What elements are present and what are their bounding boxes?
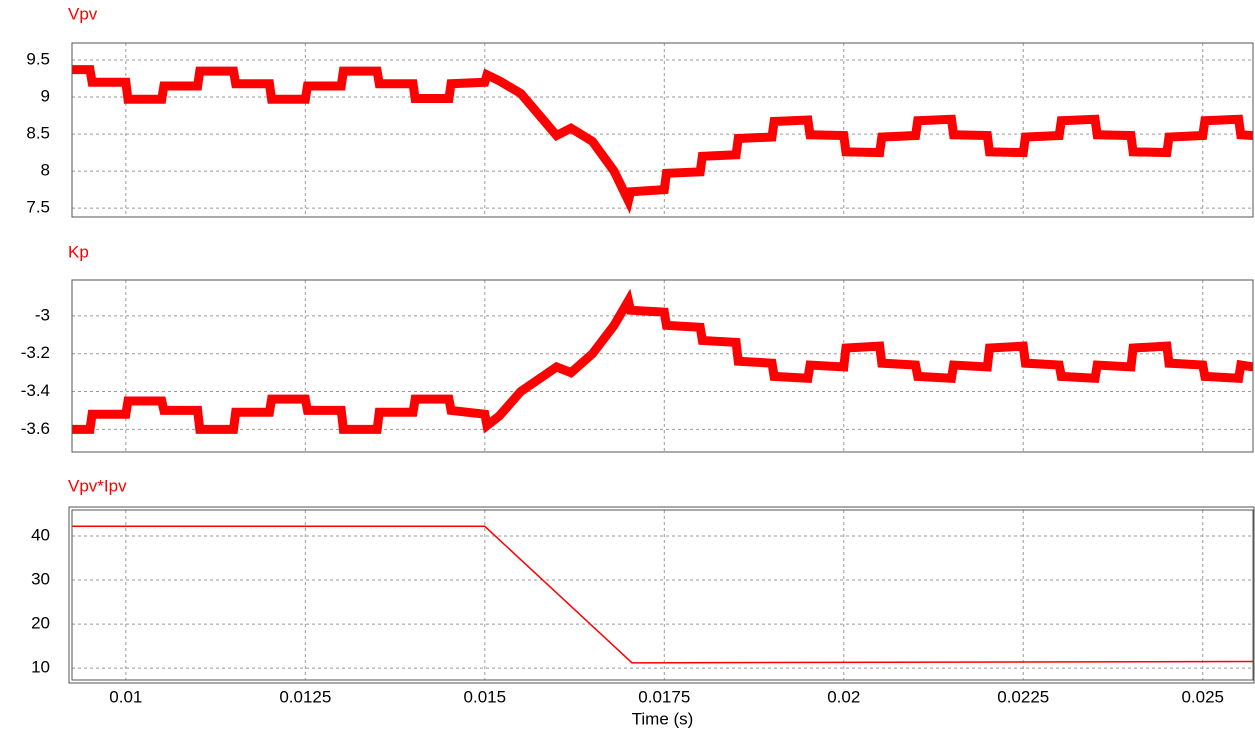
y-tick-label: 9 bbox=[41, 87, 50, 106]
chart-title: Vpv*Ipv bbox=[68, 476, 127, 495]
y-tick-label: 10 bbox=[31, 658, 50, 677]
plot-frame bbox=[71, 279, 1254, 453]
y-tick-label: -3.6 bbox=[21, 419, 50, 438]
y-tick-label: 9.5 bbox=[26, 50, 50, 69]
x-tick-label: 0.0125 bbox=[279, 687, 331, 706]
x-tick-label: 0.0225 bbox=[997, 687, 1049, 706]
x-tick-label: 0.02 bbox=[827, 687, 860, 706]
y-tick-label: -3 bbox=[35, 305, 50, 324]
line bbox=[72, 65, 1253, 214]
line bbox=[72, 525, 1253, 664]
y-tick-label: 8 bbox=[41, 161, 50, 180]
y-tick-label: 7.5 bbox=[26, 198, 50, 217]
chart-title: Kp bbox=[68, 242, 89, 261]
x-tick-label: 0.01 bbox=[109, 687, 142, 706]
x-tick-label: 0.025 bbox=[1181, 687, 1224, 706]
y-tick-label: 8.5 bbox=[26, 124, 50, 143]
line bbox=[72, 288, 1253, 434]
plot-frame bbox=[71, 42, 1254, 218]
y-tick-label: 40 bbox=[31, 525, 50, 544]
y-tick-label: 30 bbox=[31, 570, 50, 589]
plot-frame bbox=[68, 506, 1255, 684]
y-tick-label: -3.4 bbox=[21, 381, 50, 400]
chart-title: Vpv bbox=[68, 4, 98, 23]
x-tick-label: 0.0175 bbox=[638, 687, 690, 706]
y-tick-label: -3.2 bbox=[21, 343, 50, 362]
x-axis-label: Time (s) bbox=[632, 709, 694, 728]
y-tick-label: 20 bbox=[31, 614, 50, 633]
plot-frame bbox=[71, 509, 1254, 681]
x-tick-label: 0.015 bbox=[464, 687, 507, 706]
